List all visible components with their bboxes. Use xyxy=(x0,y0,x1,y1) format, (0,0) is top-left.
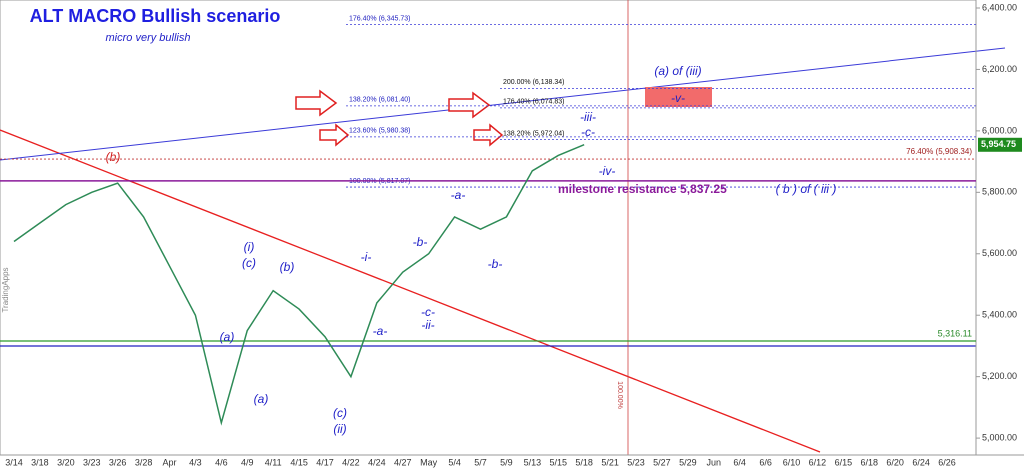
fib-label: 176.40% (6,345.73) xyxy=(349,16,411,23)
x-tick-label: 6/15 xyxy=(835,457,853,467)
wave-label: (b) xyxy=(106,150,121,164)
wave-label: -iii- xyxy=(580,110,596,124)
x-tick-label: 5/15 xyxy=(549,457,567,467)
fib-label: 138.20% (5,972.04) xyxy=(503,130,565,137)
x-tick-label: 6/26 xyxy=(938,457,956,467)
x-tick-label: 5/9 xyxy=(500,457,513,467)
x-tick-label: 4/22 xyxy=(342,457,360,467)
fib-label: 176.40% (6,074.83) xyxy=(503,99,565,106)
x-tick-label: 3/18 xyxy=(31,457,49,467)
x-tick-label: 4/11 xyxy=(265,457,282,467)
x-tick-label: 3/20 xyxy=(57,457,75,467)
x-tick-label: 3/23 xyxy=(83,457,101,467)
x-tick-label: 6/10 xyxy=(783,457,801,467)
down-trendline xyxy=(0,129,821,453)
x-tick-label: 4/27 xyxy=(394,457,412,467)
price-label: 5,954.75 xyxy=(981,139,1016,149)
wave-label: (a) xyxy=(220,330,235,344)
price-box xyxy=(978,137,1022,152)
chart-title: ALT MACRO Bullish scenario xyxy=(30,6,281,26)
x-tick-label: 4/17 xyxy=(316,457,334,467)
x-tick-label: 6/18 xyxy=(860,457,878,467)
wave-label: (a) of (iii) xyxy=(654,64,701,78)
x-tick-label: 5/4 xyxy=(448,457,461,467)
fib-label: 123.60% (5,980.38) xyxy=(349,128,411,135)
wave-label: -i- xyxy=(361,250,372,264)
fib-label: 200.00% (6,138.34) xyxy=(503,79,565,86)
vertical-label: 100.00% xyxy=(616,381,623,409)
x-tick-label: 5/7 xyxy=(474,457,487,467)
y-tick-label: 5,600.00 xyxy=(982,248,1017,258)
x-tick-label: 6/12 xyxy=(809,457,827,467)
wave-label: -v- xyxy=(671,91,685,105)
x-tick-label: 5/18 xyxy=(575,457,593,467)
x-tick-label: Apr xyxy=(162,457,176,467)
wave-label: (c) xyxy=(242,256,256,270)
wave-label: -c- xyxy=(421,305,435,319)
wave-label: (b) xyxy=(280,260,295,274)
x-tick-label: 6/24 xyxy=(912,457,930,467)
x-tick-label: 6/6 xyxy=(759,457,772,467)
x-tick-label: 3/14 xyxy=(5,457,23,467)
wave-label: -b- xyxy=(488,257,503,271)
x-tick-label: 3/28 xyxy=(135,457,153,467)
wave-label: -ii- xyxy=(421,318,434,332)
x-tick-label: 4/6 xyxy=(215,457,228,467)
y-tick-label: 6,200.00 xyxy=(982,64,1017,74)
wave-label: (ii) xyxy=(333,422,346,436)
y-tick-label: 5,800.00 xyxy=(982,187,1017,197)
x-tick-label: 4/9 xyxy=(241,457,254,467)
x-tick-label: 5/13 xyxy=(524,457,542,467)
up-trendline xyxy=(0,47,1006,161)
wave-label: -b- xyxy=(413,235,428,249)
y-tick-label: 6,000.00 xyxy=(982,125,1017,135)
fib-label: 138.20% (6,081.40) xyxy=(349,97,411,104)
y-tick-label: 5,000.00 xyxy=(982,432,1017,442)
y-tick-label: 6,400.00 xyxy=(982,2,1017,12)
wave-label: -iv- xyxy=(599,164,616,178)
chart-subtitle: micro very bullish xyxy=(106,32,191,44)
wave-label: (c) xyxy=(333,406,347,420)
x-tick-label: May xyxy=(420,457,438,467)
x-tick-label: 4/15 xyxy=(290,457,308,467)
watermark: TradingApps xyxy=(1,267,10,312)
wave-label: (i) xyxy=(244,240,255,254)
y-tick-label: 5,200.00 xyxy=(982,371,1017,381)
wave-label: -a- xyxy=(373,324,388,338)
x-tick-label: 4/3 xyxy=(189,457,202,467)
x-tick-label: Jun xyxy=(706,457,721,467)
wave-label: -c- xyxy=(581,125,595,139)
x-tick-label: 3/26 xyxy=(109,457,127,467)
x-tick-label: 6/4 xyxy=(733,457,746,467)
price-line xyxy=(13,144,585,426)
y-tick-label: 5,400.00 xyxy=(982,310,1017,320)
wave-label: ( b ) of ( iii ) xyxy=(776,182,837,196)
target-box xyxy=(645,87,712,107)
plot-area xyxy=(0,0,977,456)
arrows xyxy=(295,89,504,147)
x-tick-label: 6/20 xyxy=(886,457,904,467)
wave-label: (a) xyxy=(254,392,269,406)
x-tick-label: 4/24 xyxy=(368,457,386,467)
resistance-label: milestone resistance 5,837.25 xyxy=(558,182,727,196)
x-tick-label: 5/29 xyxy=(679,457,697,467)
x-tick-label: 5/23 xyxy=(627,457,645,467)
support-label: 5,316.11 xyxy=(938,328,972,338)
x-tick-label: 5/21 xyxy=(601,457,619,467)
x-tick-label: 5/27 xyxy=(653,457,671,467)
fib-red-label: 76.40% (5,908.34) xyxy=(906,147,972,156)
wave-label: -a- xyxy=(451,188,466,202)
